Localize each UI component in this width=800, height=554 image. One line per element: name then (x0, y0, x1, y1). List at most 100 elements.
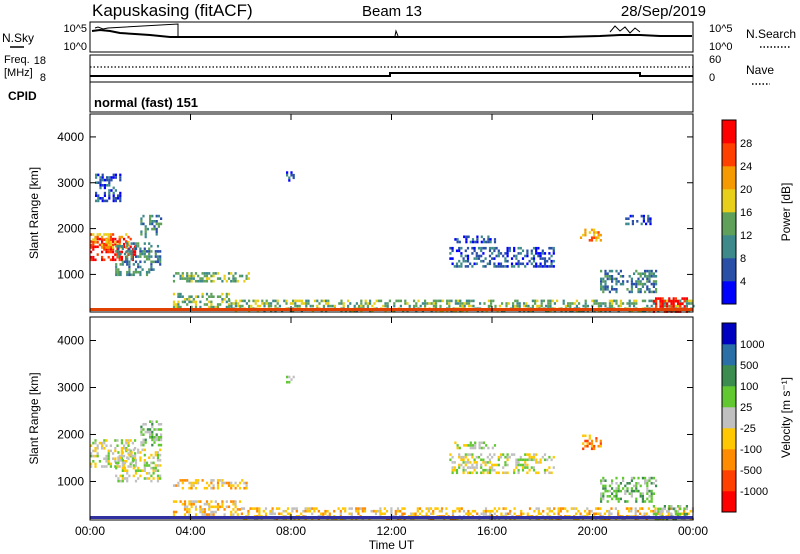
echo-cell (225, 279, 228, 283)
echo-cell (595, 437, 598, 440)
echo-cell (659, 302, 662, 306)
echo-cell (221, 500, 224, 503)
echo-cell (688, 299, 691, 303)
echo-cell (145, 255, 149, 258)
echo-cell (121, 474, 124, 478)
echo-cell (628, 290, 631, 294)
echo-cell (530, 257, 533, 260)
echo-cell (476, 240, 479, 244)
x-tick-label: 08:00 (276, 524, 306, 538)
echo-cell (172, 484, 176, 487)
y-tick-label: 4000 (57, 130, 84, 144)
echo-cell (134, 472, 138, 475)
echo-cell (588, 512, 591, 516)
echo-cell (521, 468, 525, 472)
echo-cell (366, 302, 369, 305)
echo-cell (458, 265, 461, 268)
echo-cell (357, 512, 360, 516)
freq-tick-low: 8 (40, 72, 46, 84)
echo-cell (190, 274, 193, 278)
echo-cell (156, 453, 160, 457)
echo-cell (436, 507, 439, 510)
echo-cell (634, 507, 637, 510)
echo-cell (216, 508, 220, 511)
echo-cell (118, 465, 121, 468)
echo-cell (103, 194, 106, 197)
echo-cell (119, 273, 122, 277)
echo-cell (645, 512, 648, 516)
echo-cell (129, 465, 132, 468)
echo-cell (259, 304, 262, 308)
echo-cell (123, 260, 127, 264)
echo-cell (305, 299, 308, 303)
echo-cell (606, 489, 609, 493)
echo-cell (459, 299, 462, 303)
echo-cell (495, 509, 499, 513)
echo-cell (278, 507, 281, 510)
echo-cell (203, 279, 206, 283)
colorbar-segment (722, 470, 736, 492)
echo-cell (105, 457, 108, 460)
echo-cell (319, 512, 323, 516)
echo-cell (449, 257, 452, 260)
echo-cell (94, 258, 97, 262)
echo-cell (588, 442, 591, 445)
echo-cell (661, 510, 664, 513)
echo-cell (107, 241, 110, 244)
echo-cell (652, 512, 655, 516)
echo-cell (205, 272, 209, 275)
echo-cell (543, 257, 547, 260)
echo-cell (469, 240, 472, 244)
echo-cell (617, 487, 620, 490)
echo-cell (201, 513, 204, 516)
echo-cell (238, 500, 242, 503)
echo-cell (506, 453, 509, 456)
echo-cell (600, 285, 603, 288)
echo-cell (680, 512, 683, 516)
echo-cell (462, 466, 465, 469)
echo-cell (139, 270, 142, 274)
echo-cell (371, 310, 374, 313)
echo-cell (674, 512, 677, 516)
x-tick-label: 00:00 (678, 524, 708, 538)
echo-cell (532, 254, 536, 258)
echo-cell (506, 265, 509, 268)
echo-cell (117, 270, 120, 274)
echo-cell (482, 246, 485, 250)
echo-region (172, 272, 250, 283)
echo-cell (153, 436, 156, 439)
echo-cell (546, 458, 549, 462)
colorbar-segment (722, 281, 736, 305)
x-axis-label: Time UT (369, 538, 415, 552)
echo-cell (210, 479, 213, 482)
echo-cell (251, 507, 254, 510)
echo-cell (188, 274, 191, 278)
echo-cell (477, 246, 481, 250)
echo-cell (292, 310, 295, 313)
echo-cell (271, 509, 274, 513)
echo-cell (137, 242, 140, 245)
echo-cell (685, 299, 688, 303)
echo-cell (183, 513, 187, 516)
echo-cell (150, 260, 153, 264)
echo-cell (486, 468, 489, 472)
echo-cell (430, 302, 433, 305)
echo-cell (484, 507, 488, 510)
echo-cell (644, 310, 647, 313)
echo-cell (120, 439, 123, 442)
echo-cell (677, 304, 680, 308)
echo-cell (114, 457, 117, 460)
echo-cell (382, 304, 385, 308)
echo-cell (648, 495, 651, 498)
echo-cell (650, 489, 653, 493)
echo-cell (137, 244, 140, 248)
echo-cell (190, 481, 193, 485)
noise-tick-low-left: 10^0 (63, 41, 87, 53)
echo-cell (197, 481, 200, 485)
echo-cell (399, 304, 402, 308)
echo-cell (128, 250, 131, 253)
echo-cell (101, 199, 104, 203)
echo-cell (541, 265, 544, 268)
echo-cell (126, 250, 129, 253)
echo-cell (105, 241, 108, 244)
